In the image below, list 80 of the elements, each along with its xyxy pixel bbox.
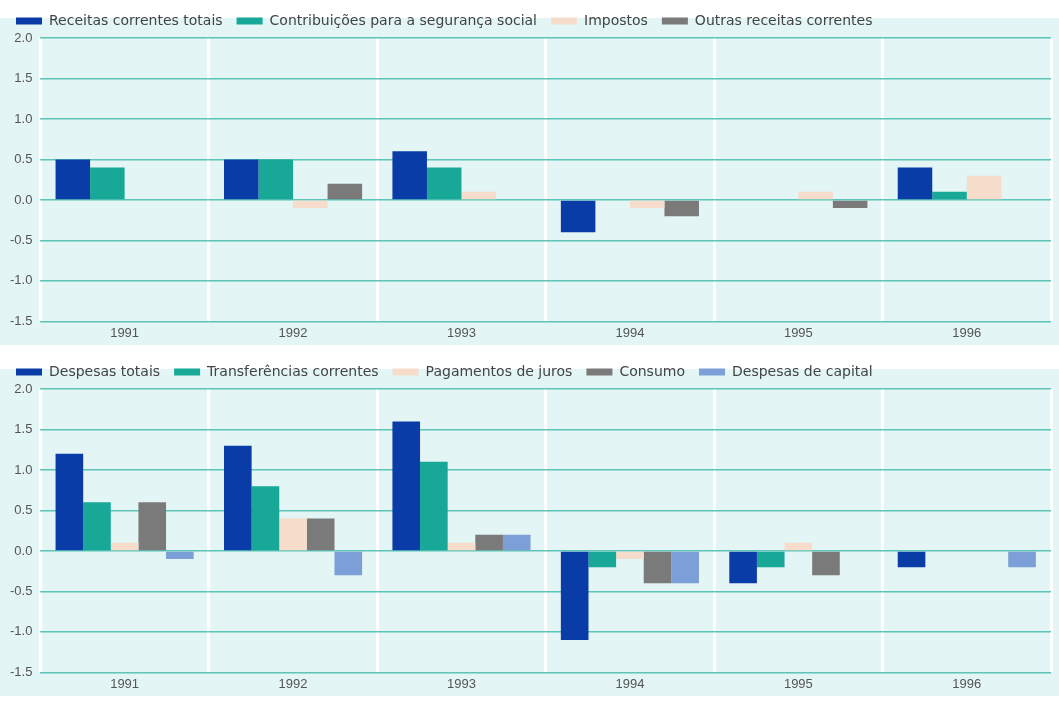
- bar: [784, 542, 813, 551]
- bar: [223, 159, 259, 200]
- bar: [447, 542, 476, 551]
- y-tick-label: -1.5: [9, 312, 33, 328]
- bar: [756, 551, 785, 568]
- y-tick-label: 1.5: [14, 70, 33, 86]
- x-tick-label: 1996: [952, 324, 982, 340]
- bar: [426, 167, 462, 200]
- x-tick-label: 1995: [783, 675, 813, 691]
- bar: [223, 445, 252, 551]
- legend-label: Transferências correntes: [206, 362, 379, 379]
- x-tick-label: 1994: [615, 675, 645, 691]
- bar: [729, 551, 757, 584]
- bar: [502, 534, 531, 551]
- bar: [55, 453, 84, 551]
- bar: [897, 551, 926, 568]
- legend-label: Pagamentos de juros: [425, 362, 573, 379]
- legend-label: Consumo: [619, 362, 685, 379]
- x-tick-label: 1996: [952, 675, 982, 691]
- x-tick-label: 1993: [447, 675, 476, 691]
- bar: [90, 167, 125, 200]
- y-tick-label: 0.0: [14, 191, 33, 207]
- legend-label: Impostos: [584, 11, 648, 28]
- bar: [138, 502, 167, 551]
- bar: [560, 551, 589, 641]
- bar: [1008, 551, 1036, 568]
- bar: [279, 518, 307, 551]
- bar: [643, 551, 672, 584]
- x-tick-label: 1991: [110, 324, 140, 340]
- bar: [897, 167, 933, 200]
- y-tick-label: 0.5: [14, 151, 33, 167]
- bar: [664, 200, 699, 217]
- y-tick-label: -0.5: [9, 583, 33, 599]
- x-tick-label: 1992: [278, 675, 308, 691]
- bar: [588, 551, 617, 568]
- bar: [932, 191, 967, 200]
- bar: [258, 159, 294, 200]
- bar: [110, 542, 139, 551]
- bar: [461, 191, 497, 200]
- bar: [392, 421, 421, 551]
- bar: [832, 200, 868, 209]
- bar: [334, 551, 363, 576]
- bar: [475, 534, 503, 551]
- bar: [166, 551, 194, 560]
- y-tick-label: 2.0: [14, 380, 33, 396]
- bar: [798, 191, 833, 200]
- bar: [293, 200, 328, 209]
- y-tick-label: 1.5: [14, 421, 33, 437]
- bar: [55, 159, 91, 200]
- bar: [560, 200, 596, 233]
- legend-label: Contribuições para a segurança social: [269, 11, 538, 28]
- y-tick-label: 1.0: [14, 110, 33, 126]
- x-tick-label: 1994: [615, 324, 645, 340]
- x-tick-label: 1993: [447, 324, 476, 340]
- bar: [629, 200, 665, 209]
- legend-label: Outras receitas correntes: [694, 11, 873, 28]
- bar: [251, 486, 280, 551]
- y-tick-label: -1.5: [9, 663, 33, 679]
- bar: [812, 551, 840, 576]
- y-tick-label: -0.5: [9, 232, 33, 248]
- bar: [392, 151, 427, 200]
- y-tick-label: 2.0: [14, 29, 33, 45]
- x-tick-label: 1995: [783, 324, 813, 340]
- y-tick-label: 0.5: [14, 502, 33, 518]
- bar: [616, 551, 644, 560]
- bar: [83, 502, 111, 551]
- bar: [306, 518, 335, 551]
- x-tick-label: 1992: [278, 324, 308, 340]
- bar: [327, 183, 363, 200]
- y-tick-label: -1.0: [9, 623, 33, 639]
- legend-label: Despesas de capital: [731, 362, 873, 379]
- y-tick-label: 0.0: [14, 542, 33, 558]
- legend-label: Despesas totais: [49, 362, 161, 379]
- bar: [420, 461, 448, 551]
- x-tick-label: 1991: [110, 675, 140, 691]
- bar: [671, 551, 699, 584]
- y-tick-label: 1.0: [14, 461, 33, 477]
- bar: [966, 175, 1002, 200]
- y-tick-label: -1.0: [9, 272, 33, 288]
- legend-label: Receitas correntes totais: [49, 11, 223, 28]
